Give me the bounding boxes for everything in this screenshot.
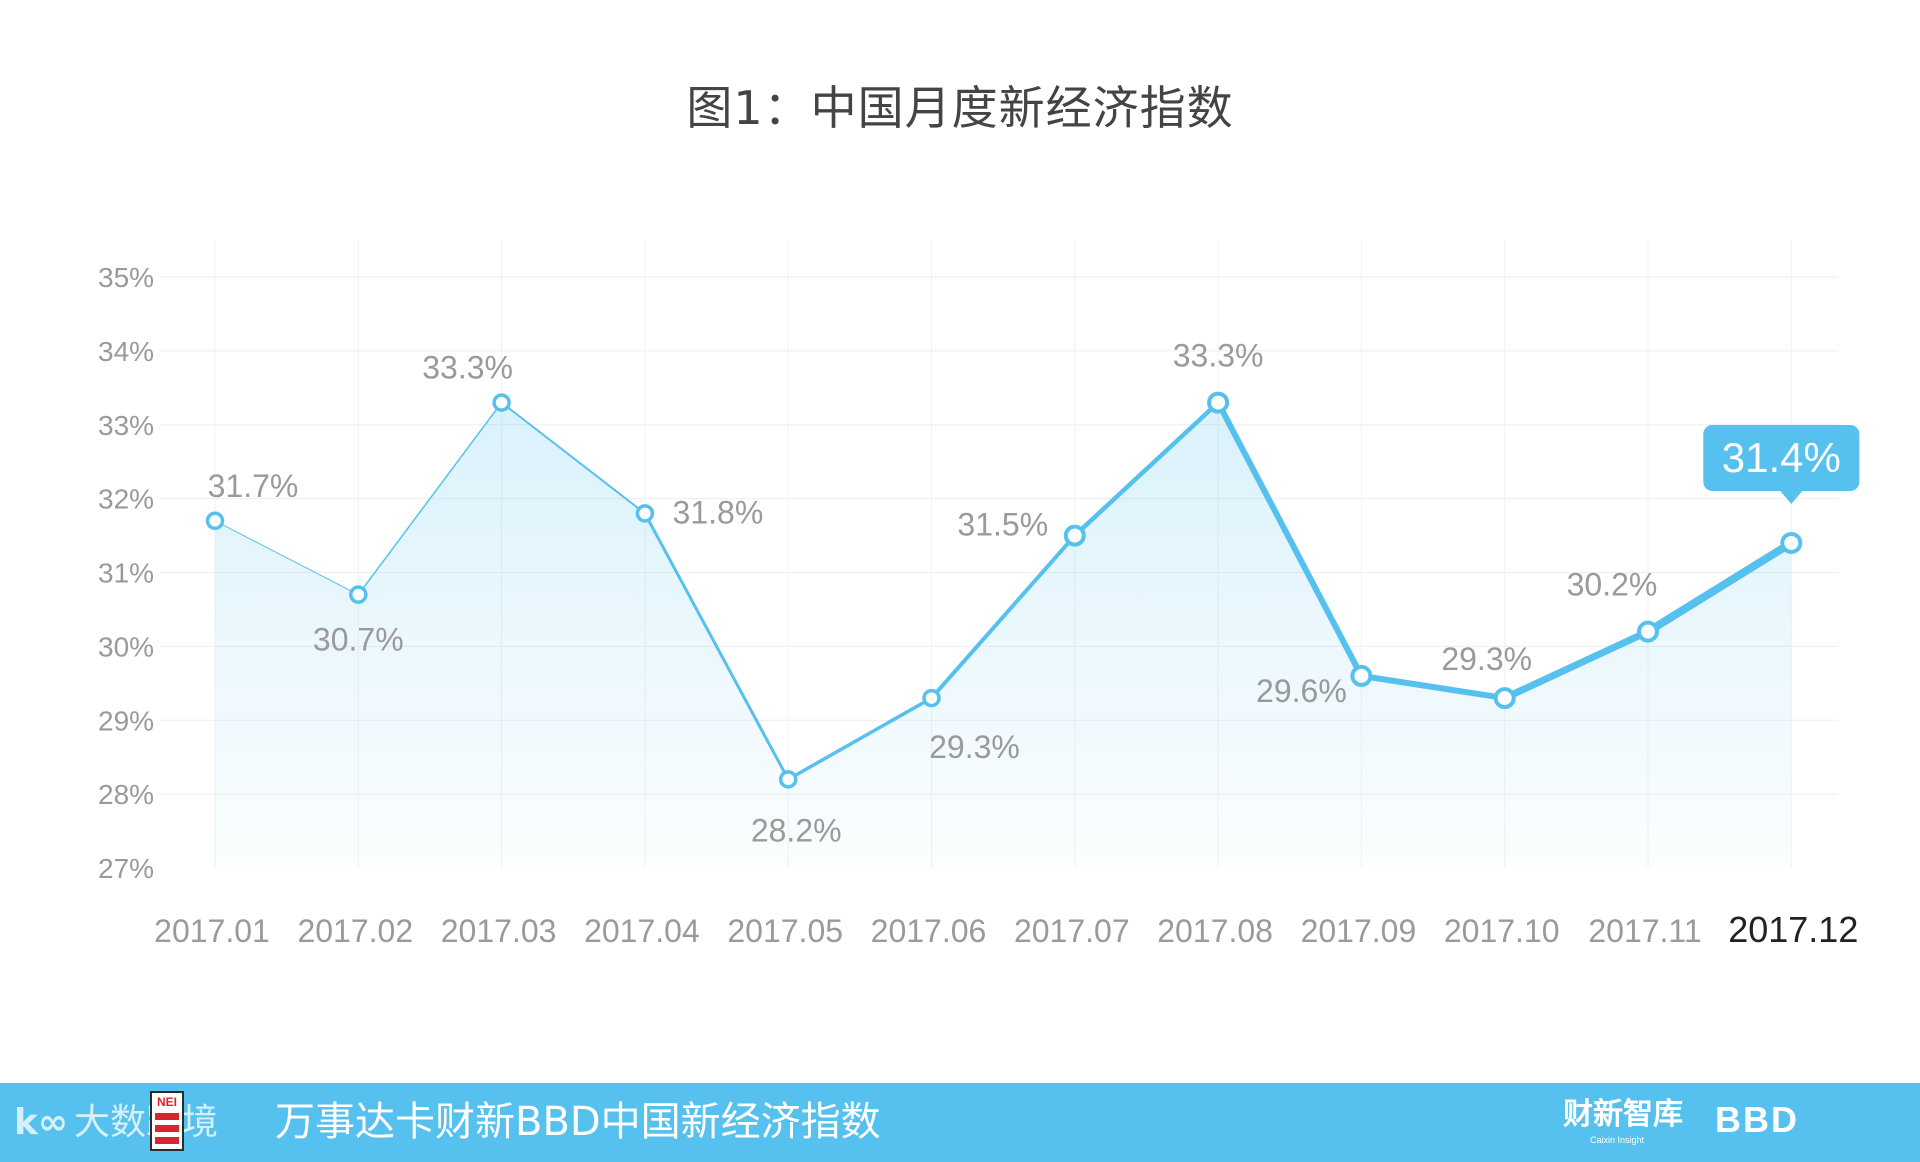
data-points <box>205 391 1803 789</box>
nei-badge-label: NEI <box>156 1095 177 1109</box>
data-point <box>1493 687 1516 710</box>
data-point <box>635 504 655 523</box>
footer-title: 万事达卡财新BBD中国新经济指数 <box>275 1099 881 1145</box>
line-segment <box>357 401 503 596</box>
x-tick-label: 2017.11 <box>1588 913 1701 949</box>
footer-banner: k∞ 大数跨境 NEI 万事达卡财新BBD中国新经济指数 财新智库 Caixin … <box>0 1083 1920 1162</box>
line-segment <box>1358 672 1508 702</box>
series-line <box>214 399 1796 782</box>
callout-pointer <box>1780 490 1803 504</box>
x-tick-label: 2017.03 <box>441 913 557 949</box>
x-tick-label: 2017.09 <box>1301 913 1417 949</box>
line-segment <box>214 520 359 596</box>
data-label: 29.3% <box>1441 641 1532 677</box>
data-label: 28.2% <box>751 812 842 848</box>
data-point <box>1063 524 1086 547</box>
y-tick-label: 31% <box>98 558 154 589</box>
data-label: 30.7% <box>313 622 404 658</box>
data-label: 29.6% <box>1256 673 1347 709</box>
x-tick-label: 2017.08 <box>1157 913 1273 949</box>
callout-box <box>1703 424 1860 491</box>
x-tick-label: 2017.06 <box>871 913 987 949</box>
data-point <box>1350 664 1373 687</box>
caixin-logo: 财新智库 <box>1563 1097 1683 1132</box>
data-point <box>778 770 798 789</box>
y-tick-label: 27% <box>98 853 154 884</box>
data-point <box>349 585 368 604</box>
chart-title: 图1：中国月度新经济指数 <box>686 81 1234 135</box>
x-tick-label: 2017.02 <box>297 913 413 949</box>
x-tick-label: 2017.04 <box>584 913 700 949</box>
watermark-glyph: k∞ <box>14 1102 68 1143</box>
line-segment <box>1215 399 1365 679</box>
data-point <box>922 688 941 708</box>
data-point <box>1637 620 1659 643</box>
line-segment <box>1501 628 1652 702</box>
line-segment <box>929 533 1077 701</box>
area-fill <box>215 402 1792 868</box>
line-segment <box>786 696 934 782</box>
data-label: 31.5% <box>957 507 1048 543</box>
x-tick-label: 2017.10 <box>1444 913 1560 949</box>
data-point <box>1780 531 1803 554</box>
y-tick-label: 32% <box>98 484 154 515</box>
y-tick-label: 35% <box>98 262 154 293</box>
watermark-logo: k∞ 大数跨境 <box>14 1103 218 1143</box>
data-label: 33.3% <box>422 350 513 386</box>
data-point <box>205 511 225 531</box>
nei-badge-icon: NEI <box>150 1091 184 1151</box>
watermark-text: 大数跨境 <box>73 1102 218 1143</box>
data-label: 31.7% <box>208 468 299 504</box>
y-tick-label: 29% <box>98 705 154 736</box>
x-tick-label: 2017.05 <box>727 913 843 949</box>
callout-label: 31.4% <box>1722 434 1841 481</box>
x-tick-label: 2017.07 <box>1014 913 1130 949</box>
data-label: 29.3% <box>929 729 1020 765</box>
data-label: 31.8% <box>673 494 764 530</box>
line-segment <box>500 401 646 515</box>
data-label: 33.3% <box>1173 338 1264 374</box>
x-tick-label: 2017.01 <box>154 913 270 949</box>
caixin-logo-subtitle: Caixin Insight <box>1590 1135 1645 1145</box>
line-segment <box>643 511 790 781</box>
data-labels: 31.7% 30.7% 33.3% 31.8% 28.2% 29.3% 31.5% 33.3%… <box>208 338 1860 848</box>
y-tick-label: 30% <box>98 631 154 662</box>
line-segment <box>1644 538 1796 636</box>
y-tick-label: 28% <box>98 779 154 810</box>
line-segment <box>1072 400 1221 538</box>
data-label: 30.2% <box>1567 567 1658 603</box>
data-point <box>492 393 511 412</box>
area-shape <box>215 402 1792 868</box>
x-axis: 2017.01 2017.02 2017.03 2017.04 2017.05 2017.… <box>154 909 1858 950</box>
y-tick-label: 34% <box>98 336 154 367</box>
x-tick-label: 2017.12 <box>1728 909 1858 950</box>
data-point <box>1207 391 1230 414</box>
y-axis: 27% 28% 29% 30% 31% 32% 33% 34% 35% <box>98 262 154 884</box>
bbd-logo: BBD <box>1715 1099 1799 1140</box>
y-tick-label: 33% <box>98 410 154 441</box>
